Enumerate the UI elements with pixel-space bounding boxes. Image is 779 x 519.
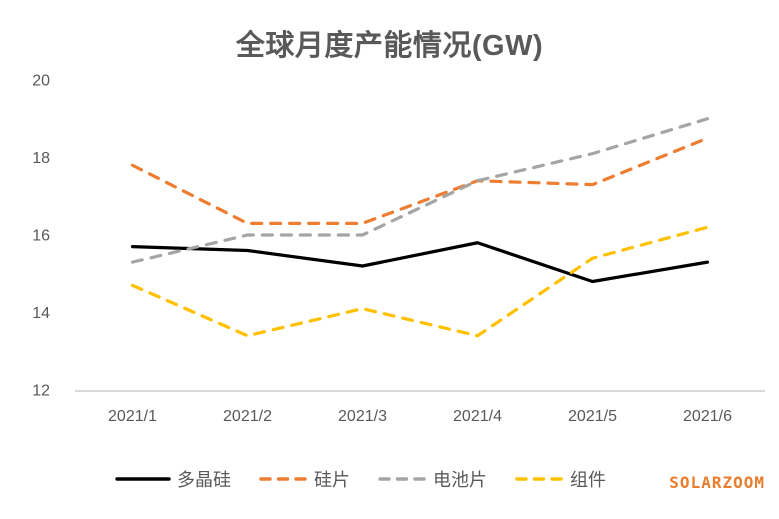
x-tick-label: 2021/2 bbox=[223, 408, 272, 425]
legend-marker-wafer bbox=[259, 477, 308, 481]
x-tick-label: 2021/6 bbox=[683, 408, 732, 425]
y-tick-label: 18 bbox=[32, 150, 50, 167]
legend-item-cell: 电池片 bbox=[376, 466, 487, 492]
x-tick-label: 2021/1 bbox=[108, 408, 157, 425]
y-tick-label: 14 bbox=[32, 305, 50, 322]
y-tick-label: 12 bbox=[32, 383, 50, 400]
chart-title: 全球月度产能情况(GW) bbox=[235, 30, 544, 62]
line-wafer bbox=[130, 136, 710, 225]
legend-item-wafer: 硅片 bbox=[257, 466, 350, 492]
x-tick-label: 2021/3 bbox=[338, 408, 387, 425]
legend: 多晶硅 硅片 电池片 组件 bbox=[0, 466, 720, 492]
line-polysilicon bbox=[130, 241, 710, 284]
legend-marker-cell bbox=[378, 477, 427, 481]
x-tick-label: 2021/5 bbox=[568, 408, 617, 425]
legend-label-polysilicon: 多晶硅 bbox=[177, 470, 231, 490]
legend-marker-module bbox=[515, 477, 564, 481]
line-module bbox=[130, 225, 710, 338]
x-tick-label: 2021/4 bbox=[453, 408, 502, 425]
legend-marker-polysilicon bbox=[115, 477, 171, 481]
legend-item-module: 组件 bbox=[513, 466, 606, 492]
chart-canvas: 20 18 16 14 12 2021/1 2021/2 2021/3 2021/4 2021/5… bbox=[32, 73, 765, 425]
y-tick-label: 20 bbox=[32, 73, 50, 90]
watermark: SOLARZOOM bbox=[669, 473, 765, 492]
legend-item-polysilicon: 多晶硅 bbox=[114, 466, 231, 492]
legend-label-wafer: 硅片 bbox=[314, 470, 350, 490]
y-tick-label: 16 bbox=[32, 228, 50, 245]
legend-label-cell: 电池片 bbox=[433, 470, 487, 490]
line-cell bbox=[130, 117, 710, 264]
legend-label-module: 组件 bbox=[570, 470, 606, 490]
